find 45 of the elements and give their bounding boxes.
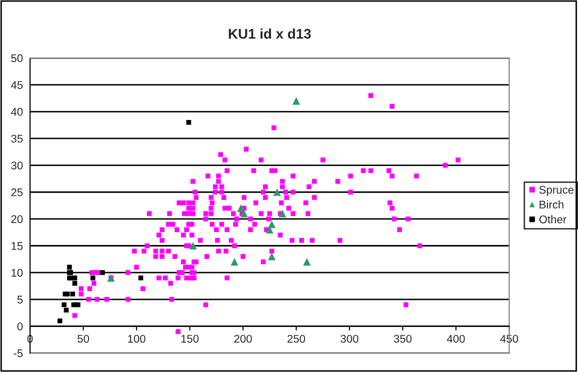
point [273,188,281,196]
point [230,258,238,266]
point [189,242,197,250]
x-tick-label: 400 [446,334,465,343]
legend-label: Birch [540,200,564,209]
y-tick-label: 15 [12,242,23,250]
y-tick-label: 0 [17,322,23,330]
x-tick-label: 200 [234,334,252,343]
x-tick-label: 150 [181,334,199,343]
point [186,120,192,125]
x-tick-label: 250 [288,334,306,343]
legend-label: Other [539,215,566,224]
x-tick-label: 100 [128,334,146,343]
point [100,270,105,275]
y-tick-label: 5 [17,296,23,304]
y-tick-label: 40 [11,108,23,116]
point [67,264,72,270]
x-tick-label: 350 [394,334,412,343]
point [57,318,62,324]
y-tick-label: 50 [11,54,23,62]
y-tick-label: 25 [11,188,23,196]
point [62,302,67,308]
legend-label: Spruce [539,186,574,196]
point [240,210,248,218]
point [76,302,80,308]
chart-title: KU1 id x d13 [228,28,311,39]
point [268,252,276,260]
y-tick-label: 20 [11,215,23,224]
point [237,204,245,212]
point [138,276,144,280]
point [72,276,78,280]
point [278,210,286,218]
point [303,258,311,266]
y-tick-label: 10 [12,268,23,277]
x-tick-label: 50 [78,334,90,343]
point [90,276,96,280]
y-tick-label: 45 [11,81,23,89]
x-tick-label: 300 [340,334,358,343]
point [70,292,76,296]
y-tick-label: 35 [11,134,23,143]
point [64,308,69,313]
point [292,97,300,105]
point [268,220,276,228]
y-tick-label: -5 [14,349,23,358]
y-tick-label: 30 [11,162,23,170]
